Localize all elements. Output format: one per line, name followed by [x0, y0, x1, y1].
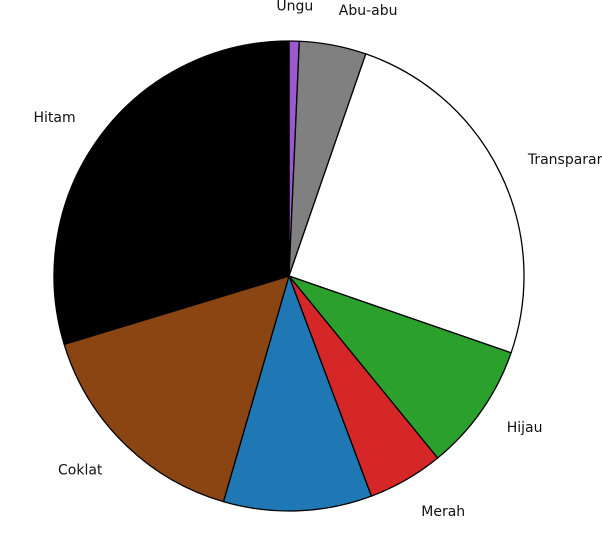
pie-slice-coklat: [63, 275, 290, 503]
pie-slice-hitam: [53, 40, 290, 346]
pie-slice-biru: [222, 275, 373, 512]
pie-label-coklat: Coklat: [58, 463, 103, 479]
pie-label-ungu: Ungu: [276, 0, 313, 15]
pie-label-hitam: Hitam: [34, 110, 76, 126]
pie-slices: [53, 40, 525, 512]
pie-label-abu-abu: Abu-abu: [339, 3, 398, 19]
pie-slice-transparan: [288, 53, 525, 354]
pie-labels: UnguAbu-abuTransparanHijauMerahBiruCokla…: [34, 0, 602, 520]
pie-label-hijau: Hijau: [507, 420, 543, 436]
pie-slice-hijau: [288, 275, 512, 459]
pie-label-transparan: Transparan: [527, 152, 602, 168]
pie-label-merah: Merah: [421, 504, 465, 520]
